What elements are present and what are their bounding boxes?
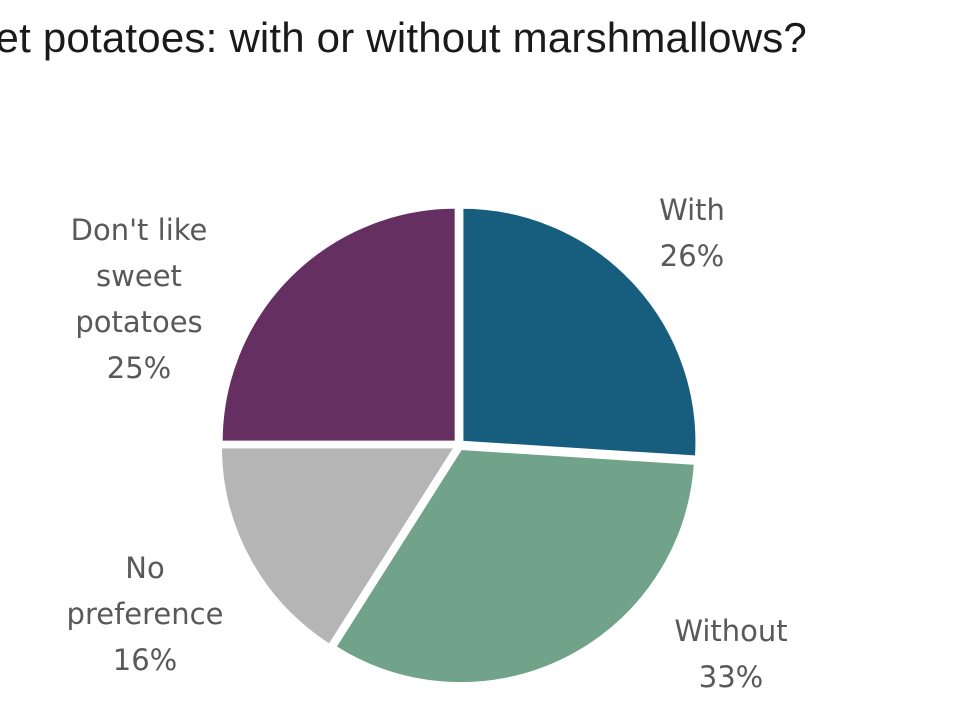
- slice-value-label: 25%: [107, 351, 171, 385]
- pie-slice-no-preference: [218, 445, 457, 647]
- slice-label-don-t-like-sweet-potatoes: Don't like sweet potatoes 25%: [71, 213, 208, 385]
- slice-category-label: No: [125, 551, 164, 585]
- slice-category-label: Don't like: [71, 213, 208, 247]
- slice-value-label: 16%: [113, 643, 177, 677]
- slice-label-no-preference: No preference 16%: [67, 551, 224, 677]
- slice-label-with: With 26%: [659, 193, 725, 273]
- slice-category-label: With: [659, 193, 725, 227]
- pie-slice-don-t-like-sweet-potatoes: [219, 205, 458, 444]
- chart-title: eet potatoes: with or without marshmallo…: [0, 14, 807, 61]
- pie-slices: [218, 205, 699, 686]
- slice-value-label: 33%: [699, 660, 763, 694]
- slice-category-label: sweet: [96, 259, 182, 293]
- slice-category-label: potatoes: [75, 305, 202, 339]
- slice-label-without: Without 33%: [674, 614, 787, 694]
- pie-labels: With 26% Without 33% No preference 16% Don't li…: [67, 193, 788, 694]
- slice-category-label: Without: [674, 614, 787, 648]
- slice-category-label: preference: [67, 597, 224, 631]
- pie-slice-without: [333, 447, 697, 686]
- slice-value-label: 26%: [660, 239, 724, 273]
- pie-slice-with: [460, 205, 699, 459]
